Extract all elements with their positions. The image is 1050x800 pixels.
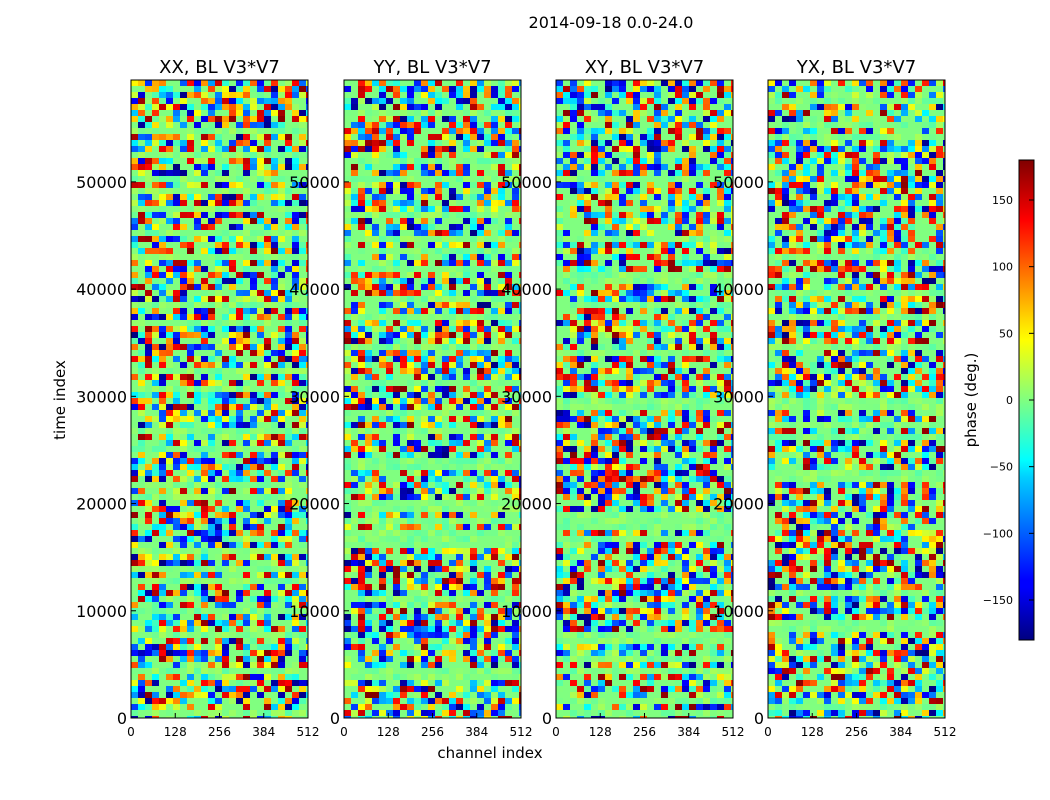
x-tick-label: 128 bbox=[801, 725, 824, 739]
x-tick-label: 512 bbox=[722, 725, 745, 739]
heatmap-image bbox=[344, 80, 521, 718]
colorbar-label: phase (deg.) bbox=[962, 353, 980, 448]
colorbar-tick-label: −100 bbox=[983, 527, 1013, 540]
y-tick-label: 50000 bbox=[713, 173, 764, 192]
colorbar-tick-label: 150 bbox=[992, 194, 1013, 207]
colorbar-tick-label: −50 bbox=[990, 461, 1013, 474]
colorbar: −150 −100 −50 0 50 100 150 phase (deg.) bbox=[962, 159, 1035, 641]
heatmap-image bbox=[131, 80, 308, 718]
x-tick-label: 512 bbox=[934, 725, 957, 739]
panel-title: YX, BL V3*V7 bbox=[796, 57, 916, 78]
y-tick-label: 20000 bbox=[713, 495, 764, 514]
y-tick-label: 0 bbox=[117, 709, 127, 728]
y-tick-label: 30000 bbox=[713, 387, 764, 406]
colorbar-tick-label: 0 bbox=[1006, 394, 1013, 407]
panel-3: XY, BL V3*V7 0 128 256 384 512 0 10000 20000 3000… bbox=[501, 57, 744, 739]
x-tick-label: 512 bbox=[297, 725, 320, 739]
colorbar-ticks: −150 −100 −50 0 50 100 150 bbox=[983, 194, 1034, 607]
x-tick-label: 384 bbox=[465, 725, 488, 739]
x-tick-label: 384 bbox=[677, 725, 700, 739]
y-tick-label: 30000 bbox=[76, 387, 127, 406]
x-tick-label: 256 bbox=[208, 725, 231, 739]
x-tick-label: 256 bbox=[845, 725, 868, 739]
x-tick-label: 256 bbox=[421, 725, 444, 739]
y-tick-label: 50000 bbox=[289, 173, 340, 192]
x-tick-label: 128 bbox=[589, 725, 612, 739]
y-tick-label: 40000 bbox=[289, 280, 340, 299]
y-axis-label: time index bbox=[51, 360, 69, 440]
panel-title: YY, BL V3*V7 bbox=[372, 57, 491, 78]
y-tick-label: 0 bbox=[754, 709, 764, 728]
figure-suptitle: 2014-09-18 0.0-24.0 bbox=[529, 13, 694, 32]
colorbar-tick-label: 50 bbox=[999, 327, 1013, 340]
y-tick-label: 20000 bbox=[501, 495, 552, 514]
colorbar-tick-label: 100 bbox=[992, 261, 1013, 274]
heatmap-image bbox=[768, 80, 945, 718]
y-tick-label: 10000 bbox=[289, 602, 340, 621]
panel-2: YY, BL V3*V7 0 128 256 384 512 0 10000 20000 3000… bbox=[289, 57, 532, 739]
y-tick-label: 40000 bbox=[501, 280, 552, 299]
panel-title: XX, BL V3*V7 bbox=[159, 57, 280, 78]
heatmap-image bbox=[556, 80, 733, 718]
colorbar-tick-label: −150 bbox=[983, 594, 1013, 607]
y-tick-label: 20000 bbox=[289, 495, 340, 514]
y-tick-label: 20000 bbox=[76, 495, 127, 514]
x-axis-label: channel index bbox=[437, 744, 542, 762]
panel-4: YX, BL V3*V7 0 128 256 384 512 0 10000 20000 3000… bbox=[713, 57, 956, 739]
y-tick-label: 10000 bbox=[76, 602, 127, 621]
y-tick-label: 40000 bbox=[713, 280, 764, 299]
panel-1: XX, BL V3*V7 0 128 256 384 512 0 10000 20000 3000… bbox=[76, 57, 319, 739]
x-tick-label: 128 bbox=[164, 725, 187, 739]
x-tick-label: 256 bbox=[633, 725, 656, 739]
x-tick-label: 0 bbox=[552, 725, 560, 739]
y-tick-label: 10000 bbox=[713, 602, 764, 621]
x-tick-label: 512 bbox=[510, 725, 533, 739]
x-tick-label: 128 bbox=[377, 725, 400, 739]
y-tick-label: 30000 bbox=[289, 387, 340, 406]
y-tick-label: 30000 bbox=[501, 387, 552, 406]
panel-title: XY, BL V3*V7 bbox=[585, 57, 704, 78]
y-tick-label: 10000 bbox=[501, 602, 552, 621]
panels-group: XX, BL V3*V7 0 128 256 384 512 0 10000 20000 3000… bbox=[76, 57, 956, 739]
x-tick-label: 0 bbox=[764, 725, 772, 739]
x-tick-label: 0 bbox=[127, 725, 135, 739]
y-tick-label: 50000 bbox=[501, 173, 552, 192]
y-tick-label: 40000 bbox=[76, 280, 127, 299]
y-tick-label: 0 bbox=[330, 709, 340, 728]
x-tick-label: 384 bbox=[889, 725, 912, 739]
x-tick-label: 384 bbox=[252, 725, 275, 739]
y-tick-label: 0 bbox=[542, 709, 552, 728]
y-tick-label: 50000 bbox=[76, 173, 127, 192]
x-tick-label: 0 bbox=[340, 725, 348, 739]
